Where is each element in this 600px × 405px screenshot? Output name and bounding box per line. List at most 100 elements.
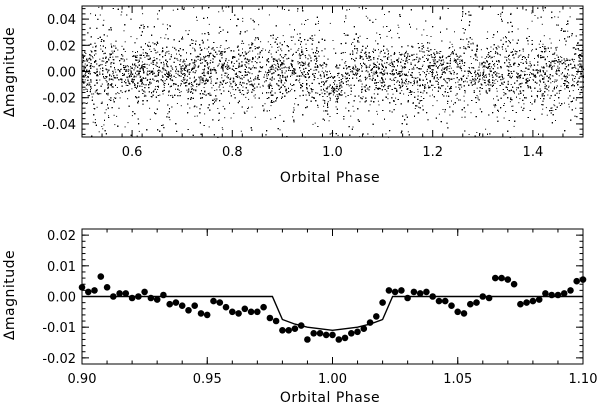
data-point: [178, 71, 180, 73]
data-point: [284, 54, 286, 55]
data-point: [410, 62, 412, 64]
data-point: [308, 77, 310, 79]
data-point: [391, 79, 393, 81]
data-point: [317, 106, 319, 108]
data-point: [205, 82, 207, 84]
data-point: [498, 73, 500, 75]
data-point: [432, 89, 433, 91]
data-point: [490, 46, 492, 48]
data-point: [169, 73, 171, 75]
data-point: [471, 67, 473, 69]
data-point: [438, 66, 440, 68]
data-point: [180, 68, 182, 69]
data-point: [544, 83, 546, 85]
data-point: [142, 13, 144, 15]
data-point: [430, 36, 432, 37]
data-point: [550, 82, 552, 84]
data-point: [95, 72, 97, 74]
data-point: [461, 79, 463, 81]
data-point: [373, 62, 375, 64]
data-point: [272, 66, 274, 68]
data-point: [182, 79, 184, 81]
data-point: [275, 41, 277, 43]
data-point: [245, 74, 247, 76]
data-point: [542, 10, 544, 12]
data-point: [271, 76, 273, 78]
data-point: [181, 70, 183, 72]
data-point: [254, 97, 256, 99]
data-point: [493, 72, 495, 74]
data-point: [549, 76, 551, 78]
data-point: [142, 68, 144, 70]
data-point: [241, 43, 243, 44]
data-point: [299, 78, 301, 80]
data-point: [379, 52, 381, 54]
data-point: [275, 60, 277, 61]
data-point: [226, 69, 228, 70]
data-point: [357, 41, 359, 43]
data-point: [230, 77, 232, 79]
data-point: [460, 77, 462, 79]
data-point: [323, 110, 325, 112]
data-point: [376, 61, 378, 63]
data-point: [178, 53, 180, 55]
data-point: [481, 56, 483, 58]
data-point: [103, 19, 105, 21]
data-point: [138, 73, 140, 75]
data-point: [232, 88, 234, 90]
data-point: [345, 17, 347, 19]
data-point: [268, 92, 270, 94]
data-point: [517, 28, 519, 30]
data-point: [360, 75, 361, 77]
data-point: [309, 92, 311, 94]
data-point: [355, 68, 357, 70]
data-point: [272, 37, 274, 39]
data-point: [453, 103, 454, 105]
data-point: [112, 86, 114, 88]
data-point: [581, 49, 583, 51]
data-point: [281, 70, 283, 72]
data-point: [131, 88, 133, 90]
data-point: [336, 84, 338, 86]
data-point: [228, 59, 230, 61]
data-point: [262, 66, 264, 68]
data-point: [423, 29, 425, 31]
data-point: [210, 75, 212, 77]
data-point: [192, 88, 193, 90]
data-point: [448, 68, 450, 70]
data-point: [105, 65, 107, 66]
data-point: [184, 74, 186, 76]
data-point: [164, 80, 166, 82]
data-point: [444, 111, 446, 113]
data-point: [417, 88, 419, 90]
data-point: [104, 78, 106, 80]
data-point: [418, 112, 420, 114]
data-point: [95, 45, 97, 47]
data-point: [374, 89, 376, 91]
data-point: [419, 50, 420, 52]
data-point: [457, 81, 459, 83]
data-point: [453, 60, 455, 62]
data-point: [82, 54, 84, 56]
data-point: [301, 23, 303, 25]
data-point: [529, 61, 531, 63]
data-point: [479, 62, 481, 64]
data-point: [459, 59, 461, 61]
data-point: [110, 63, 112, 65]
data-point: [458, 86, 460, 88]
data-point: [517, 76, 519, 78]
data-point: [163, 85, 165, 87]
data-point: [195, 44, 197, 45]
data-point: [127, 66, 129, 68]
data-point: [388, 64, 390, 65]
data-point: [472, 43, 474, 45]
data-point: [487, 31, 489, 33]
data-point: [314, 122, 316, 124]
data-point: [246, 110, 248, 112]
data-point: [234, 70, 235, 72]
data-point: [580, 66, 582, 68]
data-point: [361, 65, 362, 66]
data-point: [257, 58, 259, 60]
data-point: [133, 77, 135, 79]
data-point: [217, 108, 219, 109]
